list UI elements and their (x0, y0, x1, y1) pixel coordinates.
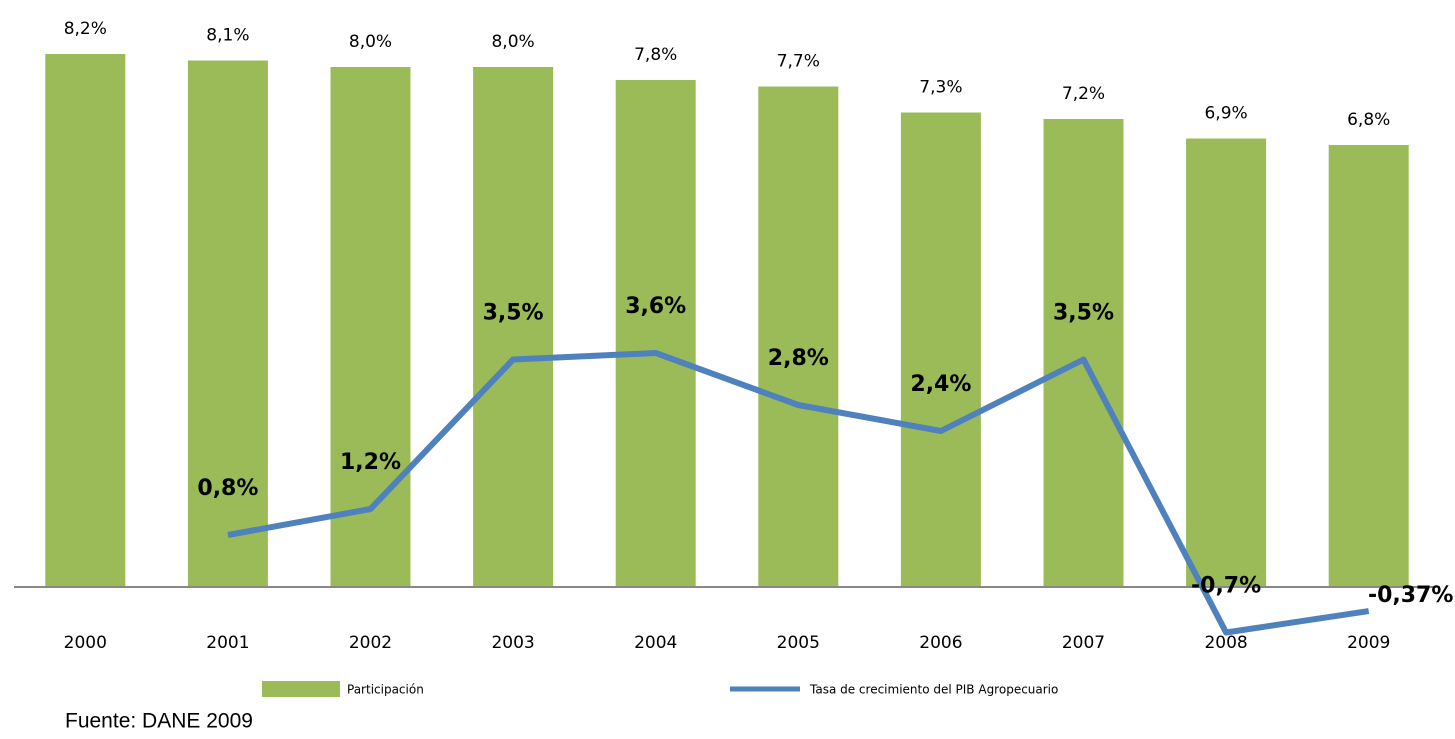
line-value-label: 0,8% (197, 476, 258, 501)
x-tick-label: 2009 (1347, 633, 1390, 653)
bar-value-label: 8,2% (64, 19, 107, 39)
bar-value-label: 8,0% (349, 32, 392, 52)
bar (1186, 138, 1267, 587)
x-tick-label: 2003 (491, 633, 534, 653)
x-tick-label: 2002 (349, 633, 392, 653)
bar-value-label: 7,3% (919, 78, 962, 98)
x-tick-label: 2006 (919, 633, 962, 653)
line-value-label: 3,6% (625, 294, 686, 319)
bar (45, 54, 126, 587)
bar (1328, 145, 1409, 587)
bar (900, 112, 981, 587)
bar-value-label: 6,8% (1347, 110, 1390, 130)
bar (615, 80, 696, 587)
x-tick-label: 2007 (1062, 633, 1105, 653)
line-value-label: -0,7% (1191, 574, 1261, 599)
legend-label: Participación (347, 683, 424, 697)
x-tick-label: 2004 (634, 633, 677, 653)
line-value-label: 2,8% (768, 346, 829, 371)
line-series (227, 350, 1370, 636)
source-note: Fuente: DANE 2009 (65, 710, 253, 733)
bar-value-label: 6,9% (1204, 104, 1247, 124)
line-value-label: -0,37% (1368, 583, 1453, 608)
bar (330, 67, 411, 587)
bar (473, 67, 554, 587)
bar-value-label: 8,1% (206, 26, 249, 46)
line-value-label: 3,5% (483, 301, 544, 326)
bar (1043, 119, 1124, 587)
x-tick-label: 2001 (206, 633, 249, 653)
line-value-label: 2,4% (910, 372, 971, 397)
x-tick-label: 2000 (64, 633, 107, 653)
bar-value-label: 8,0% (491, 32, 534, 52)
bar-value-label: 7,8% (634, 45, 677, 65)
bar-value-label: 7,2% (1062, 84, 1105, 104)
line-value-label: 3,5% (1053, 301, 1114, 326)
x-tick-label: 2008 (1204, 633, 1247, 653)
bar (758, 86, 839, 587)
line-value-label: 1,2% (340, 450, 401, 475)
legend-swatch (262, 681, 340, 697)
bar (187, 60, 268, 587)
x-tick-label: 2005 (777, 633, 820, 653)
bar-value-label: 7,7% (777, 52, 820, 72)
legend-label: Tasa de crecimiento del PIB Agropecuario (809, 683, 1058, 697)
